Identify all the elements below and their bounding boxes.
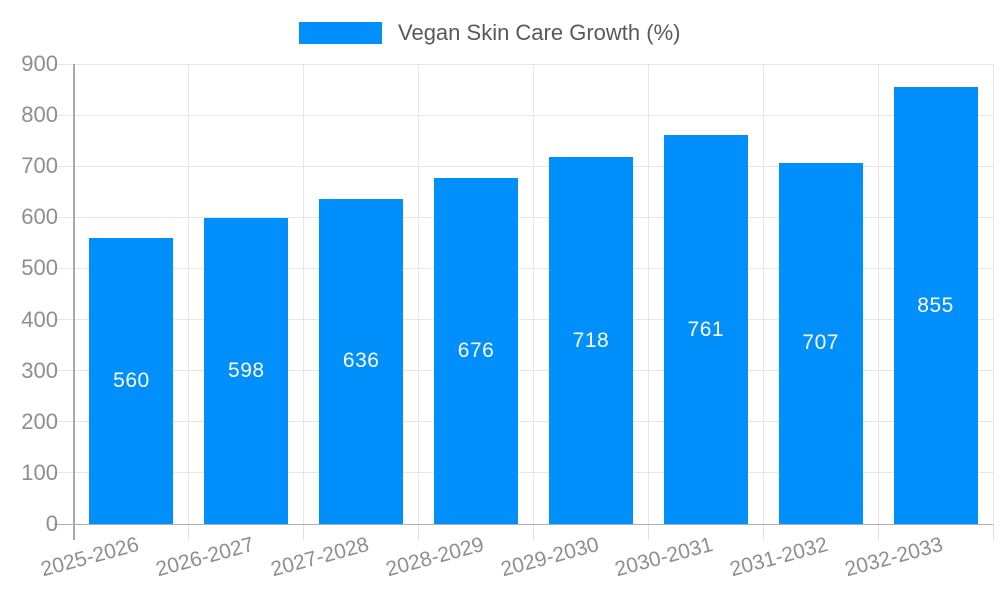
x-gridline: [188, 64, 190, 524]
x-axis-tick: [762, 524, 764, 540]
y-gridline: [54, 216, 993, 218]
y-gridline: [54, 165, 993, 167]
legend[interactable]: Vegan Skin Care Growth (%): [299, 18, 680, 48]
y-axis-line: [73, 64, 75, 540]
bar-value-label: 676: [457, 339, 495, 363]
legend-swatch: [299, 22, 382, 44]
x-gridline: [762, 64, 764, 524]
x-gridline: [533, 64, 534, 524]
y-gridline: [54, 472, 993, 474]
y-axis-tick-label: 300: [21, 357, 58, 383]
y-gridline: [54, 114, 993, 116]
y-axis-tick-label: 700: [21, 153, 58, 179]
y-gridline: [54, 319, 993, 321]
x-gridline: [647, 64, 649, 524]
x-axis-tick-label: 2026-2027: [153, 533, 257, 582]
x-gridline: [992, 64, 994, 524]
y-axis-tick-label: 400: [21, 306, 58, 332]
x-gridline: [303, 64, 305, 524]
x-axis-line: [54, 523, 993, 525]
x-axis-tick-label: 2025-2026: [38, 533, 142, 582]
y-gridline: [54, 267, 993, 269]
x-axis-tick-label: 2027-2028: [268, 533, 372, 582]
bar[interactable]: 636: [319, 198, 404, 524]
bar-value-label: 598: [228, 359, 265, 383]
x-axis-tick: [533, 524, 534, 540]
bar[interactable]: 855: [893, 87, 978, 524]
x-axis-tick: [188, 524, 190, 540]
y-axis-tick-label: 100: [21, 459, 58, 485]
bar-value-label: 707: [802, 331, 839, 355]
bar-value-label: 718: [572, 328, 610, 352]
x-axis-tick: [992, 524, 994, 540]
bar[interactable]: 560: [89, 237, 174, 524]
x-axis-tick: [877, 524, 879, 540]
y-gridline: [54, 421, 993, 423]
legend-label: Vegan Skin Care Growth (%): [398, 20, 681, 45]
x-gridline: [418, 64, 420, 524]
bar[interactable]: 718: [548, 157, 633, 524]
bar[interactable]: 761: [663, 135, 748, 524]
x-axis-tick: [418, 524, 420, 540]
y-axis-tick-label: 200: [21, 408, 58, 434]
y-axis-tick-label: 500: [21, 255, 58, 281]
y-axis-tick-label: 900: [21, 51, 58, 76]
bar-value-label: 560: [113, 368, 150, 392]
y-axis-tick-label: 600: [21, 204, 58, 230]
x-gridline: [877, 64, 879, 524]
bar-value-label: 855: [917, 293, 954, 317]
x-axis-tick: [303, 524, 305, 540]
bar[interactable]: 707: [778, 162, 863, 524]
y-axis-tick-label: 800: [21, 102, 58, 128]
y-gridline: [54, 370, 993, 372]
x-axis-tick: [647, 524, 649, 540]
bar-value-label: 761: [687, 317, 725, 341]
x-axis-tick-label: 2029-2030: [497, 533, 601, 582]
bar[interactable]: 598: [204, 218, 289, 524]
x-axis-tick-label: 2028-2029: [383, 533, 487, 582]
x-axis-tick-label: 2030-2031: [612, 533, 716, 582]
y-axis-tick-label: 0: [45, 511, 58, 536]
x-axis-tick-label: 2032-2033: [842, 533, 946, 582]
x-axis-tick-label: 2031-2032: [727, 533, 831, 582]
y-gridline: [54, 63, 993, 65]
bar[interactable]: 676: [434, 178, 519, 524]
bar-value-label: 636: [342, 349, 380, 373]
